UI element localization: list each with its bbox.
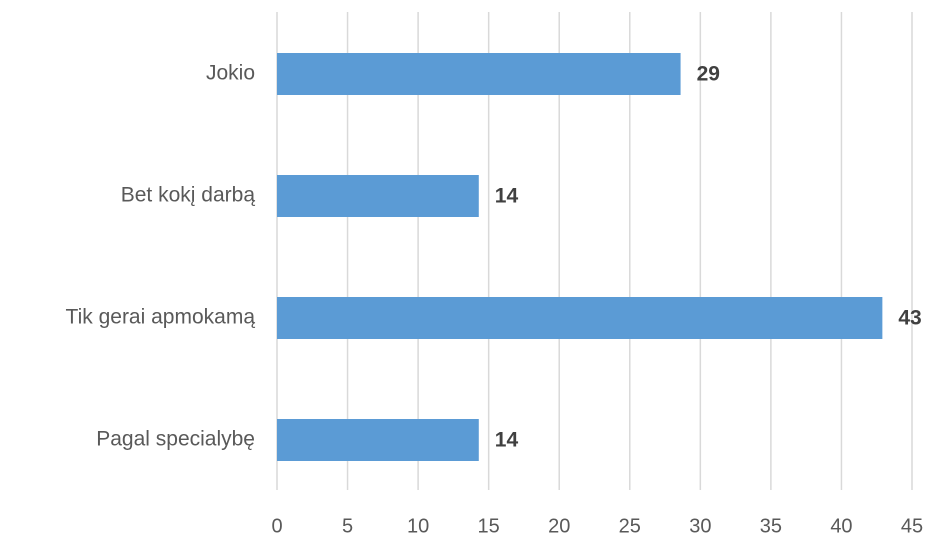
x-tick-label: 15 [478, 515, 500, 537]
bar [277, 419, 479, 461]
x-tick-label: 5 [342, 515, 353, 537]
y-tick-label: Bet kokį darbą [121, 184, 256, 207]
y-tick-label: Jokio [206, 62, 255, 85]
x-tick-label: 0 [271, 515, 282, 537]
bar [277, 175, 479, 217]
data-label: 29 [697, 63, 720, 86]
x-tick-label: 40 [830, 515, 852, 537]
data-label: 14 [495, 185, 519, 208]
x-tick-label: 25 [619, 515, 641, 537]
bar [277, 297, 883, 339]
x-tick-label: 10 [407, 515, 429, 537]
y-tick-label: Tik gerai apmokamą [66, 306, 256, 329]
x-tick-label: 30 [689, 515, 711, 537]
data-label: 43 [898, 307, 921, 330]
x-tick-label: 35 [760, 515, 782, 537]
data-label: 14 [495, 429, 519, 452]
x-tick-label: 45 [901, 515, 923, 537]
y-tick-label: Pagal specialybę [96, 428, 255, 451]
x-tick-label: 20 [548, 515, 570, 537]
bar [277, 53, 681, 95]
